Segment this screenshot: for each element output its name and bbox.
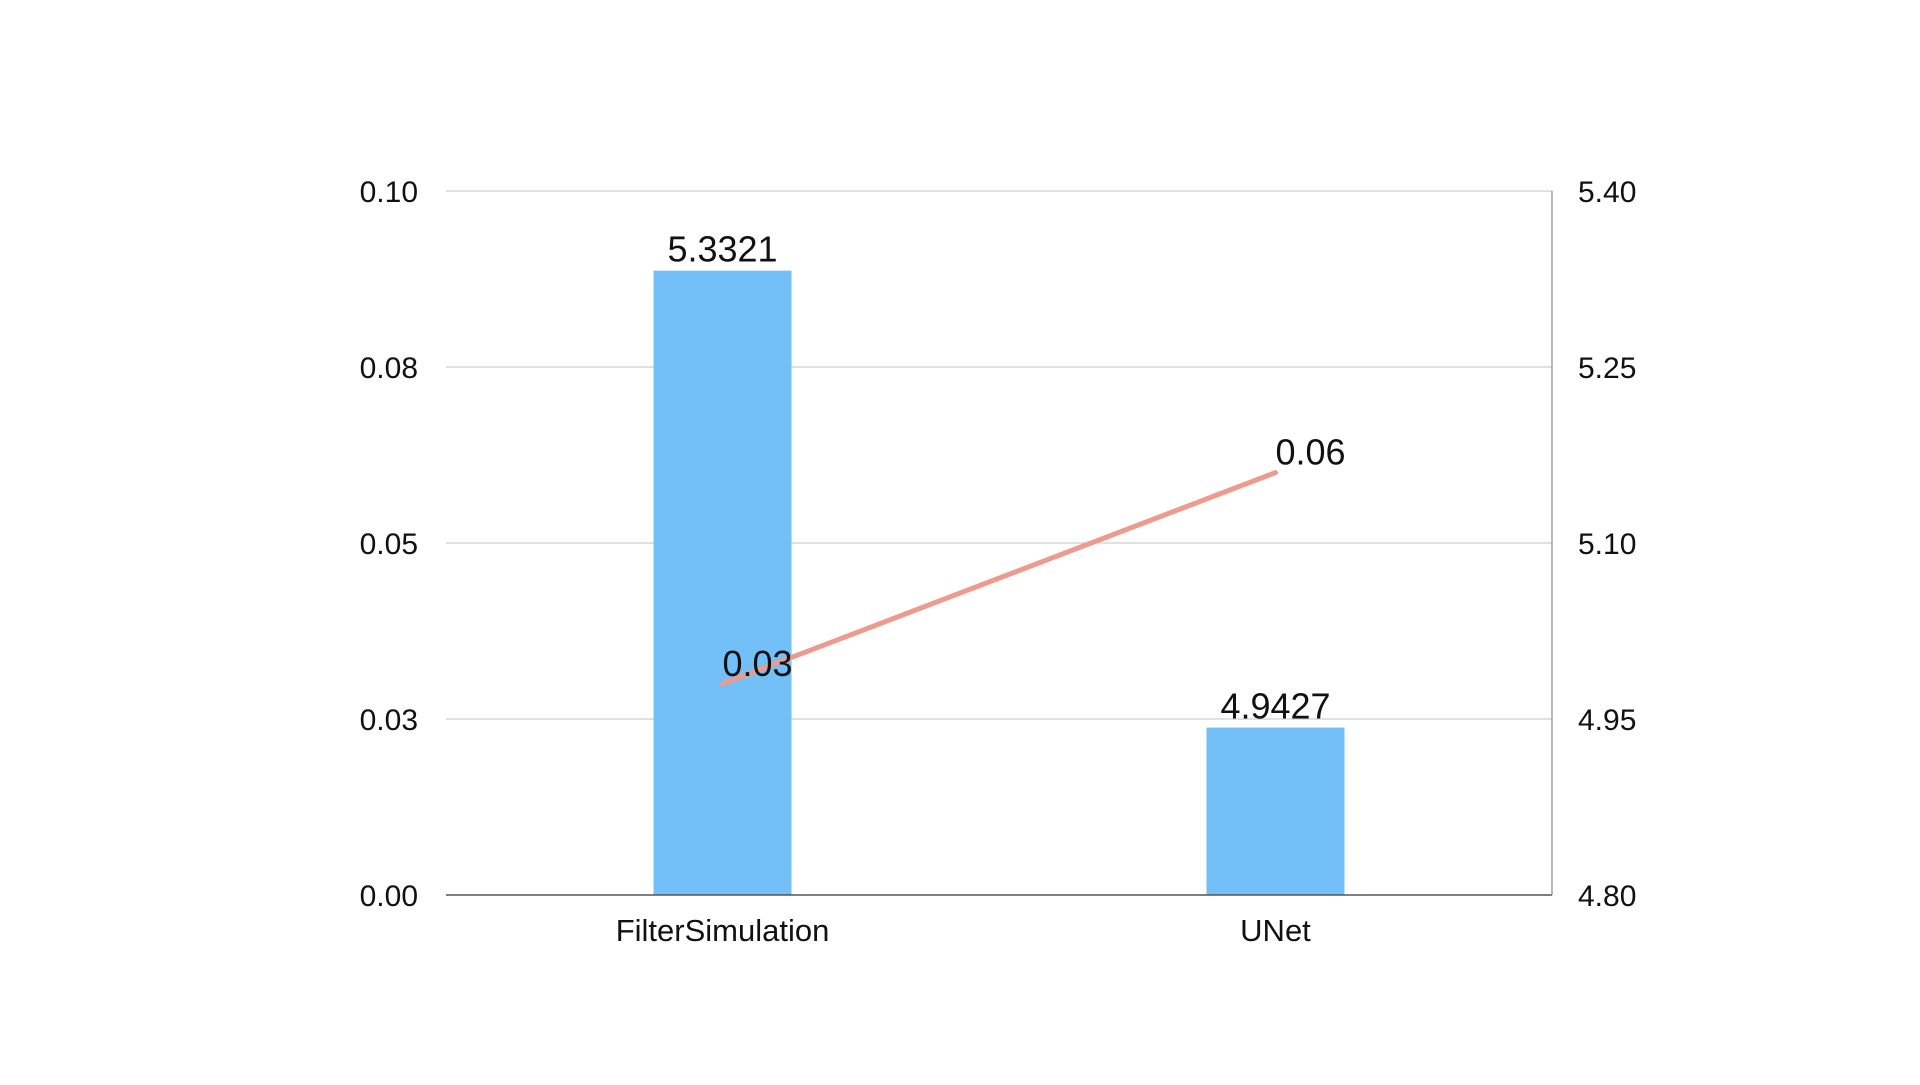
category-label: FilterSimulation	[616, 913, 830, 948]
line-series	[723, 473, 1276, 684]
bar	[1207, 728, 1345, 895]
bar-value-label: 4.9427	[1220, 686, 1330, 727]
left-axis-tick-label: 0.00	[360, 880, 418, 913]
bar-value-label: 5.3321	[667, 229, 777, 270]
right-axis-tick-label: 4.80	[1578, 880, 1636, 913]
line-value-label: 0.06	[1276, 432, 1346, 473]
right-axis-tick-label: 5.40	[1578, 176, 1636, 209]
bars-layer	[654, 271, 1345, 895]
bar	[654, 271, 792, 895]
left-axis-tick-label: 0.05	[360, 528, 418, 561]
left-axis-tick-label: 0.10	[360, 176, 418, 209]
left-axis-tick-label: 0.03	[360, 704, 418, 737]
labels-layer: 0.00 0.03 0.05 0.08 0.10 4.80 4.95 5.10 5.25 5.40…	[360, 176, 1637, 948]
line-layer	[722, 473, 1275, 684]
right-axis-tick-label: 5.25	[1578, 352, 1636, 385]
line-value-label: 0.03	[723, 643, 793, 684]
right-axis-tick-label: 5.10	[1578, 528, 1636, 561]
grid-layer	[446, 191, 1552, 719]
left-axis-tick-label: 0.08	[360, 352, 418, 385]
right-axis-tick-label: 4.95	[1578, 704, 1636, 737]
category-label: UNet	[1240, 913, 1311, 948]
